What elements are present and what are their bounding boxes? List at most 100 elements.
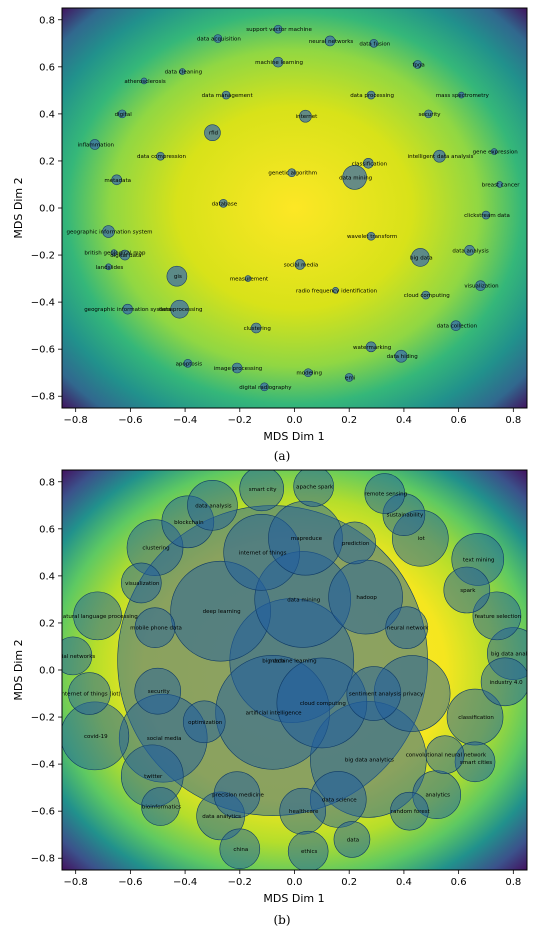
points-layer-a: [89, 24, 503, 392]
point-label-a-24: database: [212, 201, 238, 207]
point-b-26: [134, 667, 182, 715]
point-label-a-16: gene expression: [473, 150, 519, 156]
x-tick-label-b-4: 0.0: [287, 877, 303, 888]
point-a-49: [260, 382, 269, 392]
x-axis-label-a: MDS Dim 1: [263, 430, 324, 443]
x-tick-label-a-3: −0.2: [228, 415, 252, 426]
point-label-b-16: deep learning: [203, 609, 241, 615]
x-tick-label-b-7: 0.6: [451, 877, 467, 888]
y-tick-label-b-0: 0.8: [39, 477, 55, 488]
point-b-43: [141, 787, 180, 826]
point-label-a-47: modeling: [296, 371, 322, 377]
y-tick-label-a-4: 0.0: [39, 204, 55, 215]
point-a-38: [421, 290, 431, 300]
point-b-1: [239, 470, 284, 512]
point-label-b-3: data analysis: [195, 503, 232, 509]
point-label-a-40: data processing: [159, 307, 203, 313]
point-a-34: [166, 265, 188, 287]
point-label-a-9: data processing: [350, 93, 394, 99]
point-label-b-26: security: [148, 689, 171, 695]
point-b-3: [187, 479, 238, 531]
y-tick-label-b-4: 0.0: [39, 666, 55, 677]
point-label-a-17: data compression: [137, 154, 187, 160]
x-tick-label-a-7: 0.6: [451, 415, 467, 426]
y-tick-label-a-5: −0.2: [31, 251, 55, 262]
caption-b: (b): [273, 913, 290, 927]
point-label-a-0: data acquisition: [197, 37, 241, 43]
point-label-a-39: geographic information systems: [84, 307, 173, 313]
point-label-b-13: spark: [460, 588, 476, 594]
point-label-b-22: social networks: [53, 654, 96, 660]
point-label-a-29: digital data: [110, 253, 141, 259]
point-label-b-35: social media: [147, 736, 182, 742]
x-tick-label-b-2: −0.4: [173, 877, 197, 888]
point-label-a-23: breast cancer: [482, 182, 520, 188]
point-label-a-19: classification: [352, 161, 388, 167]
point-a-19: [363, 157, 374, 169]
point-label-a-38: cloud computing: [404, 293, 450, 299]
point-label-b-6: mapreduce: [291, 536, 323, 542]
point-label-b-2: remote sensing: [364, 492, 407, 498]
y-axis-label-a: MDS Dim 2: [12, 177, 25, 238]
y-axis-ticks-a: 0.8 0.6 0.4 0.2 0.0 −0.2 −0.4 −0.6 −0.8: [31, 15, 62, 403]
point-label-b-27: sentiment analysis: [349, 692, 401, 698]
point-label-b-8: iot: [418, 536, 426, 542]
point-label-b-31: artificial intelligence: [246, 710, 303, 716]
point-label-b-21: big data analysis: [491, 652, 538, 658]
point-a-32: [105, 263, 112, 271]
x-tick-label-a-5: 0.2: [341, 415, 357, 426]
point-label-a-25: clickstream data: [464, 213, 510, 219]
point-a-36: [475, 280, 486, 291]
point-a-39: [122, 303, 133, 315]
point-a-43: [365, 341, 377, 353]
x-tick-label-a-1: −0.6: [118, 415, 142, 426]
point-label-b-14: hadoop: [356, 595, 377, 601]
point-label-a-26: geographic information system: [66, 230, 152, 236]
point-a-14: [204, 124, 221, 142]
point-label-a-21: data mining: [339, 175, 372, 181]
point-label-a-32: landslides: [96, 265, 124, 271]
x-tick-label-a-8: 0.8: [505, 415, 521, 426]
x-tick-label-b-8: 0.8: [505, 877, 521, 888]
x-axis-ticks-a: −0.8 −0.6 −0.4 −0.2 0.0 0.2 0.4 0.6 0.8: [64, 408, 521, 426]
point-label-b-1: smart city: [249, 487, 277, 493]
point-a-9: [366, 90, 376, 100]
point-label-a-35: measurement: [230, 277, 269, 283]
point-label-b-9: internet of things: [239, 550, 287, 556]
y-tick-label-a-1: 0.6: [39, 62, 55, 73]
point-label-a-20: genetic algorithm: [268, 171, 317, 177]
point-b-47: [333, 821, 371, 858]
y-tick-label-b-1: 0.6: [39, 524, 55, 535]
point-b-48: [219, 828, 261, 870]
point-label-a-4: fpga: [412, 62, 424, 68]
point-a-20: [287, 168, 297, 178]
point-a-47: [303, 368, 313, 378]
point-a-44: [394, 349, 408, 363]
point-label-a-44: data hiding: [387, 354, 418, 360]
x-axis-ticks-b: −0.8 −0.6 −0.4 −0.2 0.0 0.2 0.4 0.6 0.8: [64, 870, 521, 888]
x-tick-label-b-5: 0.2: [341, 877, 357, 888]
point-a-48: [344, 373, 354, 382]
point-a-2: [324, 35, 336, 47]
labels-layer-b: apache spark smart city remote sensing data…: [53, 484, 538, 855]
point-a-18: [433, 149, 446, 163]
labels-layer-a: data acquisition support vector machine ne…: [66, 27, 520, 391]
point-label-b-47: data: [347, 837, 359, 843]
point-a-27: [366, 231, 376, 241]
point-b-12: [121, 562, 162, 604]
point-b-36: [425, 735, 465, 775]
point-label-b-19: neural network: [387, 626, 429, 632]
x-tick-label-a-4: 0.0: [287, 415, 303, 426]
point-label-a-37: radio frequency identification: [296, 288, 378, 294]
point-label-b-36: convolutional neural network: [406, 753, 487, 759]
x-tick-label-b-1: −0.6: [118, 877, 142, 888]
point-b-41: [213, 771, 261, 819]
point-label-b-45: healthcare: [289, 809, 319, 815]
y-axis-label-b: MDS Dim 2: [12, 639, 25, 700]
point-label-a-13: security: [419, 112, 442, 118]
panel-a: data acquisition support vector machine ne…: [12, 7, 528, 463]
point-label-a-11: digital: [115, 112, 133, 118]
point-a-30: [464, 245, 475, 256]
point-label-b-23: big data: [262, 659, 285, 665]
